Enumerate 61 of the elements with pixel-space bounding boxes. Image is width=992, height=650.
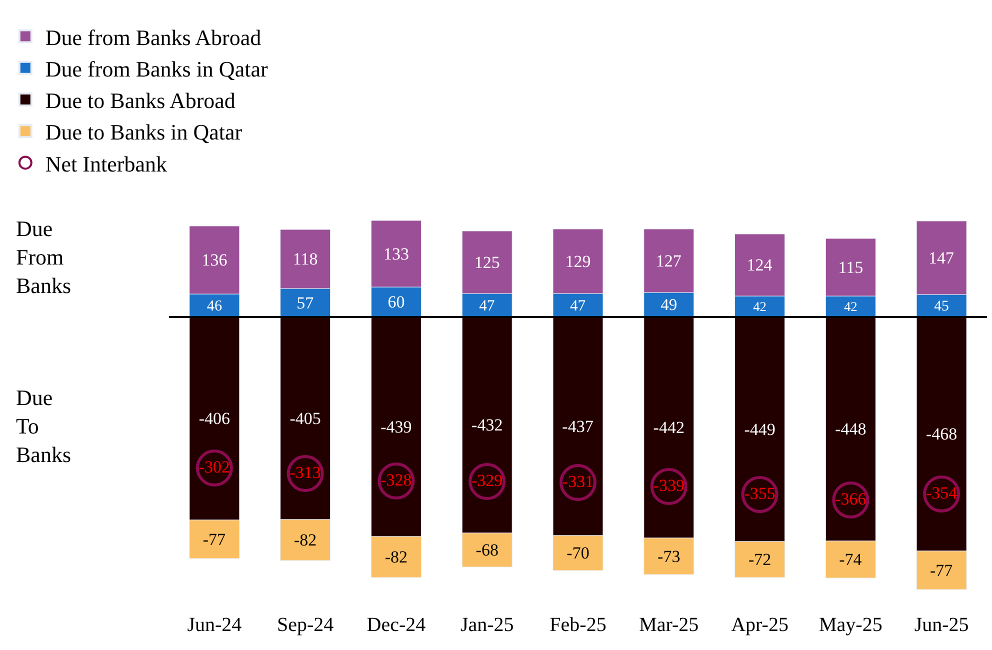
legend-label: Due to Banks in Qatar bbox=[45, 120, 243, 145]
legend-label: Due from Banks Abroad bbox=[45, 24, 262, 50]
legend-label: Net Interbank bbox=[45, 151, 167, 176]
text: Due To Banks bbox=[16, 385, 71, 468]
data-label: -77 bbox=[202, 530, 226, 549]
data-label: -405 bbox=[290, 408, 321, 428]
data-label: -72 bbox=[748, 550, 772, 569]
data-label: 124 bbox=[746, 256, 773, 274]
data-label: -328 bbox=[380, 470, 412, 490]
data-label: 127 bbox=[656, 251, 682, 270]
x-tick-label: Feb-25 bbox=[550, 614, 606, 636]
x-tick-label: Jun-24 bbox=[187, 614, 242, 636]
data-label: -77 bbox=[930, 560, 954, 580]
data-label: 115 bbox=[838, 258, 864, 277]
data-label: -355 bbox=[744, 484, 776, 503]
data-label: -74 bbox=[839, 550, 862, 569]
data-label: 49 bbox=[660, 295, 678, 314]
data-label: -73 bbox=[658, 546, 680, 566]
data-label: -406 bbox=[198, 409, 230, 428]
legend-label: Due to Banks Abroad bbox=[45, 88, 236, 114]
data-label: -82 bbox=[384, 548, 408, 566]
data-label: 136 bbox=[202, 250, 228, 270]
data-label: -442 bbox=[653, 418, 684, 437]
data-label: -448 bbox=[835, 420, 866, 438]
data-label: -468 bbox=[926, 424, 958, 444]
data-label: 42 bbox=[844, 298, 858, 314]
data-label: 47 bbox=[570, 297, 586, 314]
data-label: 60 bbox=[388, 292, 405, 312]
data-label: 133 bbox=[383, 244, 409, 264]
x-tick-label: Dec-24 bbox=[366, 614, 426, 636]
data-label: -339 bbox=[653, 476, 684, 495]
x-tick-label: Jun-25 bbox=[914, 614, 969, 636]
x-tick-label: Apr-25 bbox=[731, 614, 788, 636]
data-label: -313 bbox=[290, 462, 321, 482]
data-label: -331 bbox=[562, 472, 594, 491]
legend-label: Due from Banks in Qatar bbox=[45, 56, 268, 82]
data-label: -366 bbox=[835, 489, 866, 508]
data-label: -432 bbox=[472, 416, 503, 434]
x-tick-label: May-25 bbox=[819, 614, 882, 636]
data-label: 118 bbox=[292, 250, 318, 268]
data-label: 57 bbox=[296, 293, 314, 312]
data-label: -437 bbox=[562, 416, 594, 436]
data-label: -302 bbox=[198, 457, 230, 476]
data-label: 46 bbox=[206, 297, 222, 314]
data-label: -82 bbox=[294, 530, 317, 550]
data-label: 147 bbox=[928, 248, 955, 268]
data-label: -354 bbox=[926, 483, 958, 502]
data-label: 42 bbox=[753, 298, 766, 314]
data-label: -68 bbox=[476, 540, 498, 560]
data-label: -439 bbox=[380, 417, 412, 436]
x-tick-label: Jan-25 bbox=[460, 614, 514, 636]
data-label: -329 bbox=[472, 470, 503, 490]
text: Due From Banks bbox=[16, 216, 71, 298]
data-label: -449 bbox=[744, 420, 776, 439]
x-tick-label: Mar-25 bbox=[639, 614, 699, 636]
x-tick-label: Sep-24 bbox=[276, 614, 334, 636]
data-label: 47 bbox=[479, 297, 495, 314]
data-label: 129 bbox=[565, 252, 591, 271]
data-label: -70 bbox=[566, 544, 590, 562]
data-label: 45 bbox=[934, 298, 949, 315]
data-label: 125 bbox=[474, 252, 500, 272]
